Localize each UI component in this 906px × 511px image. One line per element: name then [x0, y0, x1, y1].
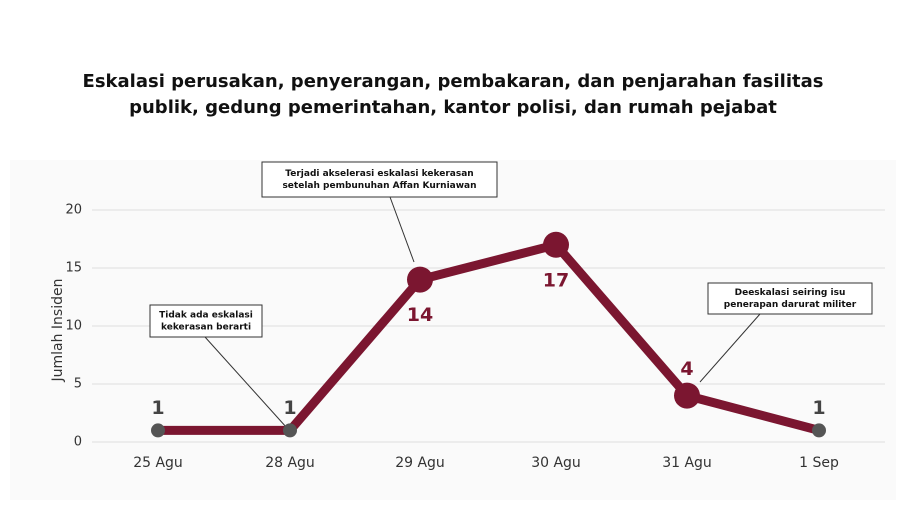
annotation-box — [707, 282, 873, 315]
data-label: 1 — [151, 397, 164, 419]
x-tick-label: 30 Agu — [531, 455, 581, 471]
data-label: 14 — [407, 304, 433, 326]
x-tick-label: 1 Sep — [799, 455, 839, 471]
point — [151, 423, 165, 438]
y-tick-label: 20 — [65, 203, 82, 218]
annotation-leader — [389, 196, 415, 263]
x-tick-label: 29 Agu — [395, 455, 445, 471]
y-tick-label: 10 — [65, 319, 82, 334]
y-tick-label: 5 — [74, 377, 82, 392]
chart-title: publik, gedung pemerintahan, kantor poli… — [129, 97, 777, 118]
y-tick-label: 15 — [65, 261, 82, 276]
annotation-text: kekerasan berarti — [161, 323, 251, 333]
x-tick-label: 28 Agu — [265, 455, 315, 471]
chart-title: Eskalasi perusakan, penyerangan, pembaka… — [83, 71, 824, 92]
annotation-box — [261, 161, 498, 198]
data-label: 17 — [543, 269, 569, 291]
point — [812, 423, 826, 438]
x-tick-label: 25 Agu — [133, 455, 183, 471]
line — [158, 240, 821, 435]
point — [674, 382, 700, 409]
data-label: 1 — [283, 397, 296, 419]
y-axis-label: Jumlah Insiden — [50, 279, 66, 383]
data-label: 1 — [812, 397, 825, 419]
annotation-text: Terjadi akselerasi eskalasi kekerasan — [285, 169, 473, 179]
plot-background — [10, 160, 896, 500]
point — [543, 231, 569, 258]
annotation-leader — [699, 313, 761, 383]
annotation-leader — [204, 336, 288, 429]
point — [283, 423, 297, 438]
data-label: 4 — [680, 358, 693, 380]
annotation-text: setelah pembunuhan Affan Kurniawan — [282, 181, 476, 191]
annotation-text: penerapan darurat militer — [724, 300, 857, 310]
y-tick-label: 0 — [74, 435, 82, 450]
annotation-text: Tidak ada eskalasi — [159, 311, 253, 321]
annotation-text: Deeskalasi seiring isu — [735, 288, 846, 298]
x-tick-label: 31 Agu — [662, 455, 712, 471]
point — [407, 266, 433, 293]
annotation-box — [149, 304, 263, 338]
